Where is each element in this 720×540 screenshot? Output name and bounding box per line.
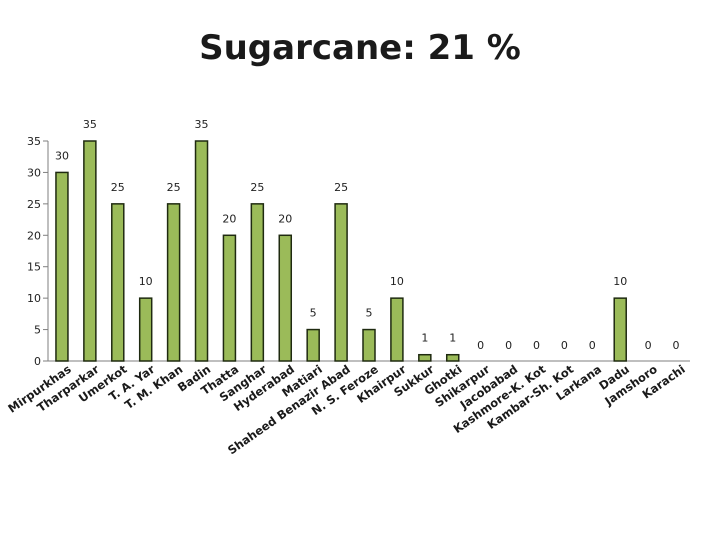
data-label: 30 — [55, 149, 69, 162]
data-label: 25 — [334, 181, 348, 194]
data-label: 0 — [561, 339, 568, 352]
data-label: 10 — [139, 275, 153, 288]
data-label: 20 — [278, 212, 292, 225]
bar — [445, 353, 460, 362]
data-label: 0 — [477, 339, 484, 352]
bar — [278, 234, 293, 362]
y-tick-label: 30 — [27, 166, 41, 179]
y-tick-label: 25 — [27, 198, 41, 211]
data-label: 35 — [83, 118, 97, 131]
y-tick-label: 0 — [34, 355, 41, 368]
data-label: 5 — [366, 307, 373, 320]
bar — [83, 140, 97, 362]
y-tick-label: 5 — [34, 324, 41, 337]
bar — [418, 353, 432, 362]
bar — [166, 203, 181, 362]
y-tick-label: 20 — [27, 229, 41, 242]
data-label: 0 — [589, 339, 596, 352]
bar — [138, 297, 153, 362]
bar — [55, 171, 69, 362]
data-label: 25 — [167, 181, 181, 194]
data-label: 25 — [250, 181, 264, 194]
bar — [613, 297, 627, 362]
bar — [362, 328, 376, 362]
data-label: 1 — [449, 332, 456, 345]
data-label: 0 — [645, 339, 652, 352]
data-label: 0 — [533, 339, 540, 352]
bar — [390, 297, 404, 362]
bars — [55, 140, 627, 362]
bar — [222, 234, 237, 362]
data-label: 25 — [111, 181, 125, 194]
data-label: 0 — [673, 339, 680, 352]
y-tick-label: 15 — [27, 261, 41, 274]
data-label: 35 — [195, 118, 209, 131]
data-label: 10 — [390, 275, 404, 288]
bar — [111, 203, 125, 362]
data-label: 0 — [505, 339, 512, 352]
data-label: 1 — [421, 332, 428, 345]
bar — [334, 203, 348, 362]
bar — [250, 203, 265, 362]
data-label: 20 — [222, 212, 236, 225]
y-tick-label: 10 — [27, 292, 41, 305]
y-tick-label: 35 — [27, 135, 41, 148]
bar — [306, 328, 320, 362]
bar — [194, 140, 209, 362]
chart-title: Sugarcane: 21 % — [199, 28, 521, 68]
data-label: 5 — [310, 307, 317, 320]
data-label: 10 — [613, 275, 627, 288]
